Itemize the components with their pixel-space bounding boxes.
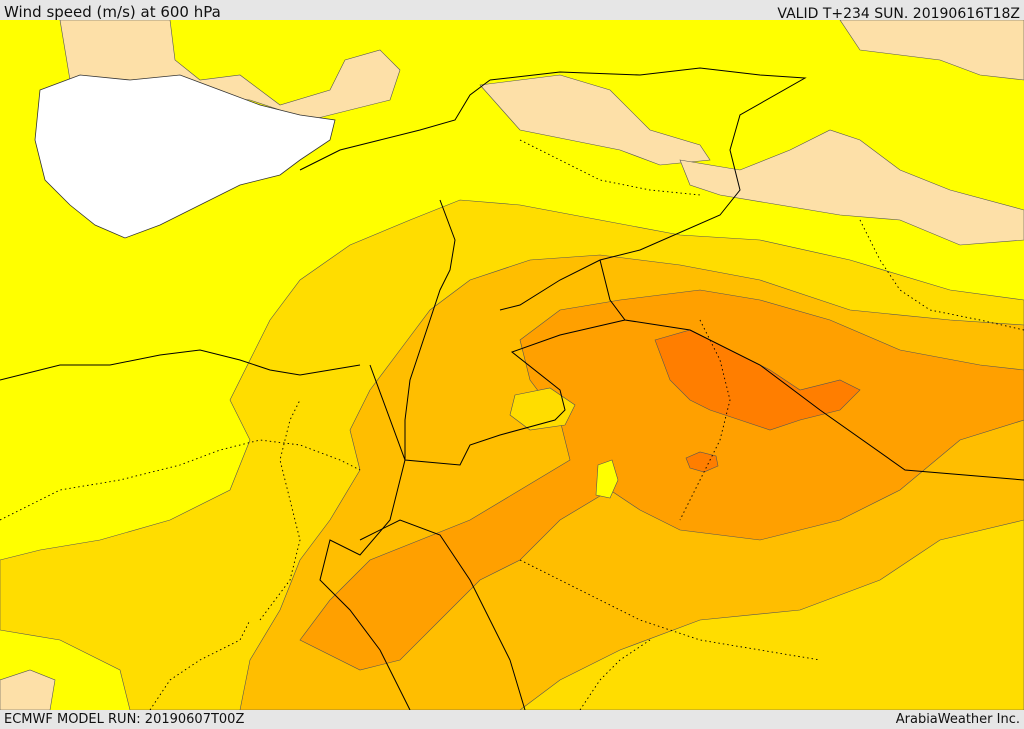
wind-speed-map <box>0 20 1024 710</box>
model-run-label: ECMWF MODEL RUN: 20190607T00Z <box>4 712 245 727</box>
border-line-1 <box>489 67 807 311</box>
admin-boundary-4 <box>679 319 731 521</box>
admin-boundary-7 <box>149 619 251 710</box>
coast-line-2 <box>359 519 526 710</box>
header-bar: Wind speed (m/s) at 600 hPa VALID T+234 … <box>0 0 1024 22</box>
sea-region <box>34 74 336 239</box>
pocket-yellow-a <box>509 387 576 431</box>
border-line-4 <box>319 459 411 710</box>
admin-boundary-5 <box>859 219 1024 331</box>
field-light-east <box>679 129 1024 246</box>
border-line-3 <box>369 319 626 466</box>
map-title: Wind speed (m/s) at 600 hPa <box>4 3 221 21</box>
field-light-northeast <box>479 74 711 166</box>
coast-line-north <box>299 79 491 171</box>
valid-time: VALID T+234 SUN. 20190616T18Z <box>777 6 1020 22</box>
coast-line-3 <box>404 199 456 460</box>
credit-label: ArabiaWeather Inc. <box>895 712 1020 727</box>
border-line-2 <box>599 259 1024 481</box>
pocket-yellow-b <box>595 459 619 499</box>
admin-boundary-2 <box>259 399 301 621</box>
coast-line-1 <box>0 349 361 381</box>
field-light-southwest <box>0 669 56 710</box>
footer-bar: ECMWF MODEL RUN: 20190607T00Z ArabiaWeat… <box>0 710 1024 729</box>
admin-boundary-1 <box>0 439 361 521</box>
field-light-topright <box>839 20 1024 81</box>
field-dark-orange-small <box>685 451 719 473</box>
admin-boundary-8 <box>579 639 651 710</box>
